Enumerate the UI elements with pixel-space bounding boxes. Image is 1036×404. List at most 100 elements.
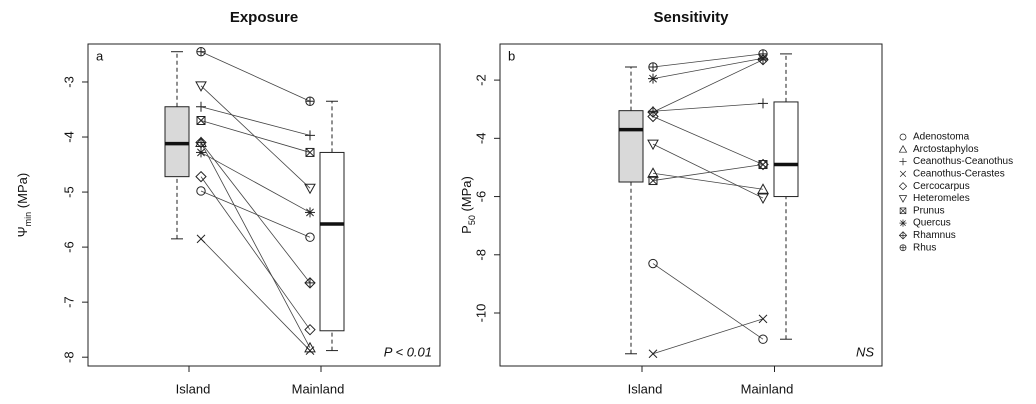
marker-stroke bbox=[196, 234, 206, 244]
marker-stroke bbox=[758, 160, 768, 170]
marker-stroke bbox=[197, 148, 205, 157]
legend-symbol bbox=[899, 133, 907, 141]
data-point bbox=[305, 147, 315, 157]
marker-stroke bbox=[758, 160, 768, 169]
y-axis-label-part: Ψ bbox=[15, 226, 30, 237]
marker-stroke bbox=[648, 258, 658, 269]
data-point bbox=[647, 167, 659, 178]
y-tick-label: -8 bbox=[473, 249, 488, 261]
y-tick-label: -4 bbox=[61, 131, 76, 143]
marker-stroke bbox=[899, 133, 907, 141]
pair-line bbox=[200, 142, 311, 284]
y-axis-label: Ψmin (MPa) bbox=[15, 173, 33, 237]
data-point bbox=[304, 277, 316, 289]
data-point bbox=[195, 136, 207, 149]
legend-label: Adenostoma bbox=[913, 132, 970, 143]
y-tick-label: -10 bbox=[473, 304, 488, 323]
pair-line bbox=[200, 190, 311, 238]
pair-line bbox=[652, 57, 764, 80]
data-point bbox=[304, 323, 316, 336]
legend-label: Quercus bbox=[913, 218, 951, 229]
data-point bbox=[196, 186, 206, 196]
data-point bbox=[304, 183, 316, 195]
data-point bbox=[196, 47, 206, 57]
pair-line bbox=[652, 53, 764, 68]
marker-stroke bbox=[305, 147, 315, 157]
data-point bbox=[648, 176, 658, 186]
marker-stroke bbox=[647, 110, 659, 123]
data-point bbox=[757, 158, 769, 171]
panel-label: b bbox=[508, 48, 515, 63]
data-point bbox=[647, 110, 659, 123]
data-point bbox=[305, 232, 315, 242]
chart-title: Exposure bbox=[230, 9, 298, 26]
box bbox=[164, 106, 190, 178]
marker-stroke bbox=[196, 186, 206, 196]
legend-symbol bbox=[899, 219, 907, 227]
y-axis-label-part: min bbox=[23, 212, 33, 227]
data-point bbox=[647, 106, 659, 118]
marker-stroke bbox=[304, 183, 316, 195]
y-axis-label-part: (MPa) bbox=[459, 176, 474, 215]
data-point bbox=[196, 101, 206, 112]
y-tick-label: -6 bbox=[61, 241, 76, 253]
legend-label: Heteromeles bbox=[913, 193, 970, 204]
data-point bbox=[195, 170, 207, 183]
marker-stroke bbox=[757, 158, 769, 171]
legend-symbol bbox=[898, 195, 908, 203]
legend-symbol bbox=[898, 182, 908, 191]
pair-line bbox=[200, 142, 311, 349]
stat-label: NS bbox=[856, 344, 874, 359]
pair-line bbox=[200, 51, 311, 102]
legend-label: Rhamnus bbox=[913, 230, 956, 241]
marker-stroke bbox=[304, 323, 316, 336]
legend-symbol bbox=[899, 170, 907, 178]
marker-stroke bbox=[305, 346, 315, 355]
panel-label: a bbox=[96, 48, 104, 63]
y-axis-label-part: P bbox=[459, 225, 474, 234]
marker-stroke bbox=[648, 176, 658, 185]
x-tick-label: Island bbox=[176, 381, 211, 396]
pair-line bbox=[652, 263, 764, 340]
x-tick-label: Mainland bbox=[292, 381, 345, 396]
y-axis-label-part: (MPa) bbox=[15, 173, 30, 212]
pair-line bbox=[652, 318, 764, 355]
legend-symbol bbox=[898, 144, 908, 153]
data-point bbox=[758, 314, 768, 324]
marker-stroke bbox=[196, 116, 206, 125]
marker-stroke bbox=[648, 349, 658, 359]
data-point bbox=[305, 346, 315, 355]
y-tick-label: -4 bbox=[473, 133, 488, 145]
data-point bbox=[196, 147, 206, 158]
marker-stroke bbox=[305, 148, 315, 157]
box bbox=[618, 110, 644, 183]
marker-stroke bbox=[195, 81, 207, 92]
marker-stroke bbox=[758, 314, 768, 324]
marker-stroke bbox=[898, 144, 908, 153]
legend-label: Arctostaphylos bbox=[913, 144, 979, 155]
pair-line bbox=[200, 106, 311, 136]
marker-stroke bbox=[648, 176, 658, 186]
box bbox=[319, 151, 345, 332]
marker-stroke bbox=[899, 207, 907, 214]
box bbox=[773, 101, 799, 198]
pair-line bbox=[200, 238, 311, 351]
marker-stroke bbox=[196, 116, 206, 126]
pair-line bbox=[652, 59, 764, 113]
data-point bbox=[305, 130, 315, 141]
data-point bbox=[758, 98, 768, 109]
marker-stroke bbox=[304, 341, 316, 353]
data-point bbox=[196, 116, 206, 126]
pair-line bbox=[200, 120, 311, 153]
legend-symbol bbox=[899, 158, 907, 166]
data-point bbox=[757, 193, 769, 205]
plot-frame bbox=[87, 43, 441, 367]
pair-line bbox=[200, 85, 311, 189]
legend-label: Ceanothus-Ceanothus bbox=[913, 156, 1013, 167]
pair-line bbox=[652, 164, 764, 181]
legend-label: Prunus bbox=[913, 205, 945, 216]
y-tick-label: -5 bbox=[61, 186, 76, 198]
y-tick-label: -6 bbox=[473, 191, 488, 203]
marker-stroke bbox=[758, 334, 768, 344]
